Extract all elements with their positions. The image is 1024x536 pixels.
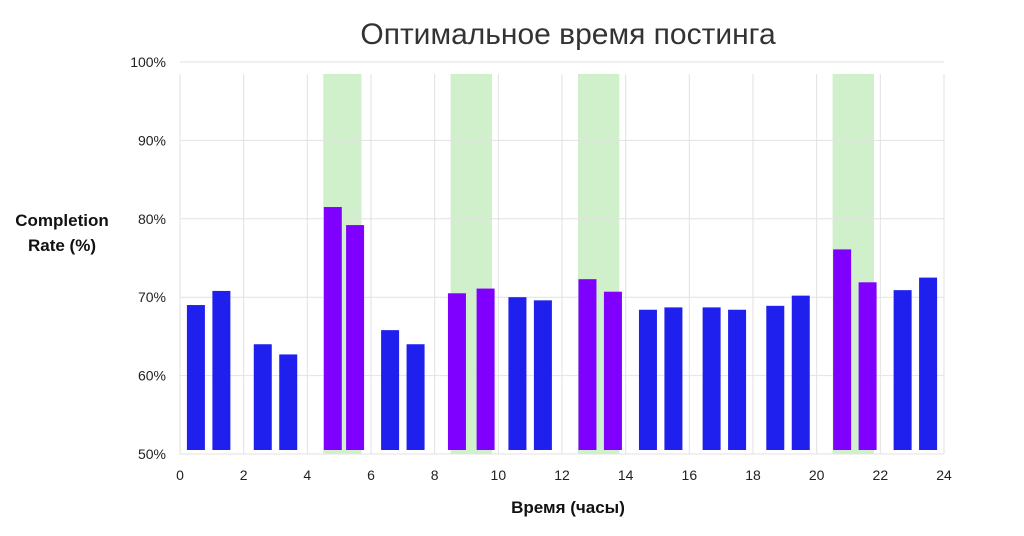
x-tick-label-3: 6 [367,467,375,483]
y-axis-title-line-1: Completion [15,211,109,230]
y-tick-label-0: 50% [138,446,166,462]
bar-1 [186,305,205,450]
x-tick-label-4: 8 [431,467,439,483]
bar-3 [253,344,272,450]
y-tick-label-5: 100% [130,54,166,70]
x-tick-labels: 0 2 4 6 8 10 12 14 16 18 20 22 24 [176,467,952,483]
x-tick-label-12: 24 [936,467,952,483]
bar-4 [279,354,298,450]
x-tick-label-1: 2 [240,467,248,483]
bars [186,207,938,450]
grid-lines [179,61,945,455]
bar-2 [212,290,231,450]
x-tick-label-2: 4 [303,467,311,483]
y-tick-labels: 50% 60% 70% 80% 90% 100% [130,54,166,462]
x-tick-label-6: 12 [554,467,570,483]
bar-20 [791,295,810,450]
x-tick-label-5: 10 [491,467,507,483]
x-tick-label-8: 16 [682,467,698,483]
bar-23 [893,290,912,450]
y-tick-label-4: 90% [138,132,166,148]
x-axis-title: Время (часы) [511,498,625,517]
y-axis-title: Completion Rate (%) [15,211,109,255]
bar-14 [603,291,622,450]
bar-8 [406,344,425,450]
bar-18 [728,309,747,450]
bar-22 [858,282,877,450]
x-tick-label-11: 22 [873,467,889,483]
bar-9 [447,293,466,450]
x-tick-label-0: 0 [176,467,184,483]
bar-21 [833,249,852,450]
bar-13 [578,279,597,450]
bar-19 [766,305,785,450]
x-tick-label-9: 18 [745,467,761,483]
bar-10 [476,288,495,450]
y-tick-label-1: 60% [138,368,166,384]
y-tick-label-2: 70% [138,289,166,305]
bar-7 [381,330,400,450]
y-axis-title-line-2: Rate (%) [28,236,96,255]
y-tick-label-3: 80% [138,211,166,227]
highlight-windows [323,74,874,454]
x-tick-label-7: 14 [618,467,634,483]
x-tick-label-10: 20 [809,467,825,483]
bar-6 [346,225,365,450]
bar-24 [919,277,938,450]
bar-12 [533,300,552,450]
bar-15 [638,309,657,450]
bar-17 [702,307,721,450]
bar-11 [508,297,527,450]
chart-title: Оптимальное время постинга [360,18,776,51]
bar-5 [323,207,342,450]
bar-16 [664,307,683,450]
